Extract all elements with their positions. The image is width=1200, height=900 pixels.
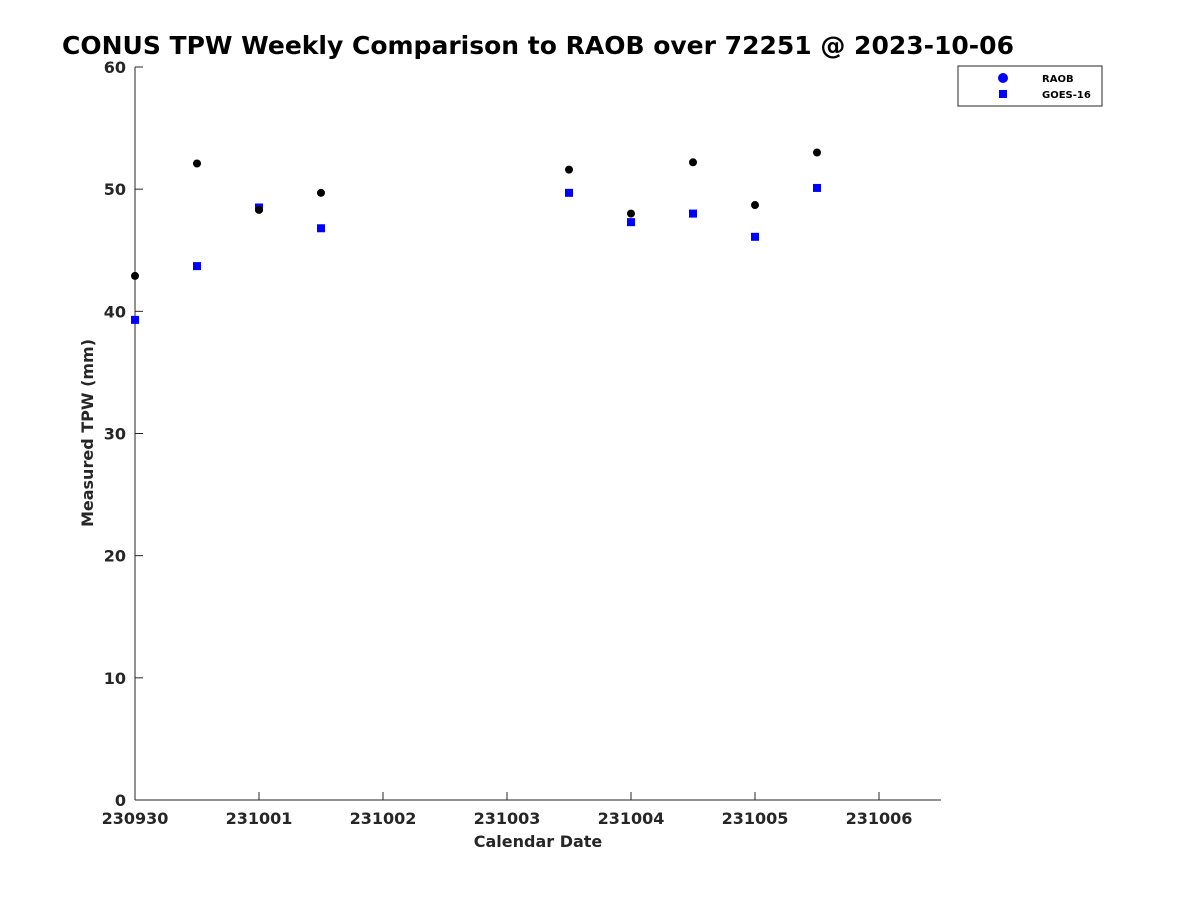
raob-point <box>317 188 325 197</box>
raob-point <box>627 209 635 218</box>
goes16-point <box>751 232 759 241</box>
y-tick-label: 30 <box>104 425 126 444</box>
goes16-point <box>813 183 821 192</box>
raob-point <box>131 271 139 280</box>
raob-point <box>193 159 201 168</box>
goes16-point <box>193 262 201 271</box>
raob-point <box>689 158 697 167</box>
x-tick-label: 231003 <box>474 809 541 828</box>
goes16-point <box>627 218 635 227</box>
goes16-point <box>565 188 573 197</box>
goes16-point <box>131 315 139 324</box>
x-tick-label: 230930 <box>102 809 169 828</box>
y-tick-label: 0 <box>115 791 126 810</box>
raob-point <box>813 148 821 157</box>
y-tick-label: 20 <box>104 547 126 566</box>
chart-title: CONUS TPW Weekly Comparison to RAOB over… <box>62 31 1014 60</box>
x-tick-label: 231002 <box>350 809 417 828</box>
x-tick-label: 231006 <box>846 809 913 828</box>
legend-marker-raob <box>998 73 1008 83</box>
y-tick-label: 50 <box>104 180 126 199</box>
x-axis-label: Calendar Date <box>474 832 603 851</box>
goes16-point <box>689 209 697 218</box>
raob-point <box>751 201 759 210</box>
legend-label: RAOB <box>1042 74 1074 85</box>
y-tick-label: 40 <box>104 302 126 321</box>
y-tick-label: 10 <box>104 669 126 688</box>
raob-point <box>255 205 263 214</box>
plot-axes <box>134 67 941 801</box>
data-points <box>131 148 821 324</box>
goes16-point <box>317 224 325 233</box>
chart-legend: RAOB GOES-16 <box>957 65 1103 107</box>
x-tick-label: 231004 <box>598 809 665 828</box>
x-tick-label: 231005 <box>722 809 789 828</box>
raob-point <box>565 165 573 174</box>
y-axis-label: Measured TPW (mm) <box>78 339 97 527</box>
legend-marker-goes16 <box>999 90 1007 98</box>
x-tick-label: 231001 <box>226 809 293 828</box>
legend-label: GOES-16 <box>1042 90 1091 101</box>
axis-ticks: 230930 231001 231002 231003 231004 231005 2310… <box>102 58 913 828</box>
legend-box <box>957 65 1103 107</box>
y-tick-label: 60 <box>104 58 126 77</box>
